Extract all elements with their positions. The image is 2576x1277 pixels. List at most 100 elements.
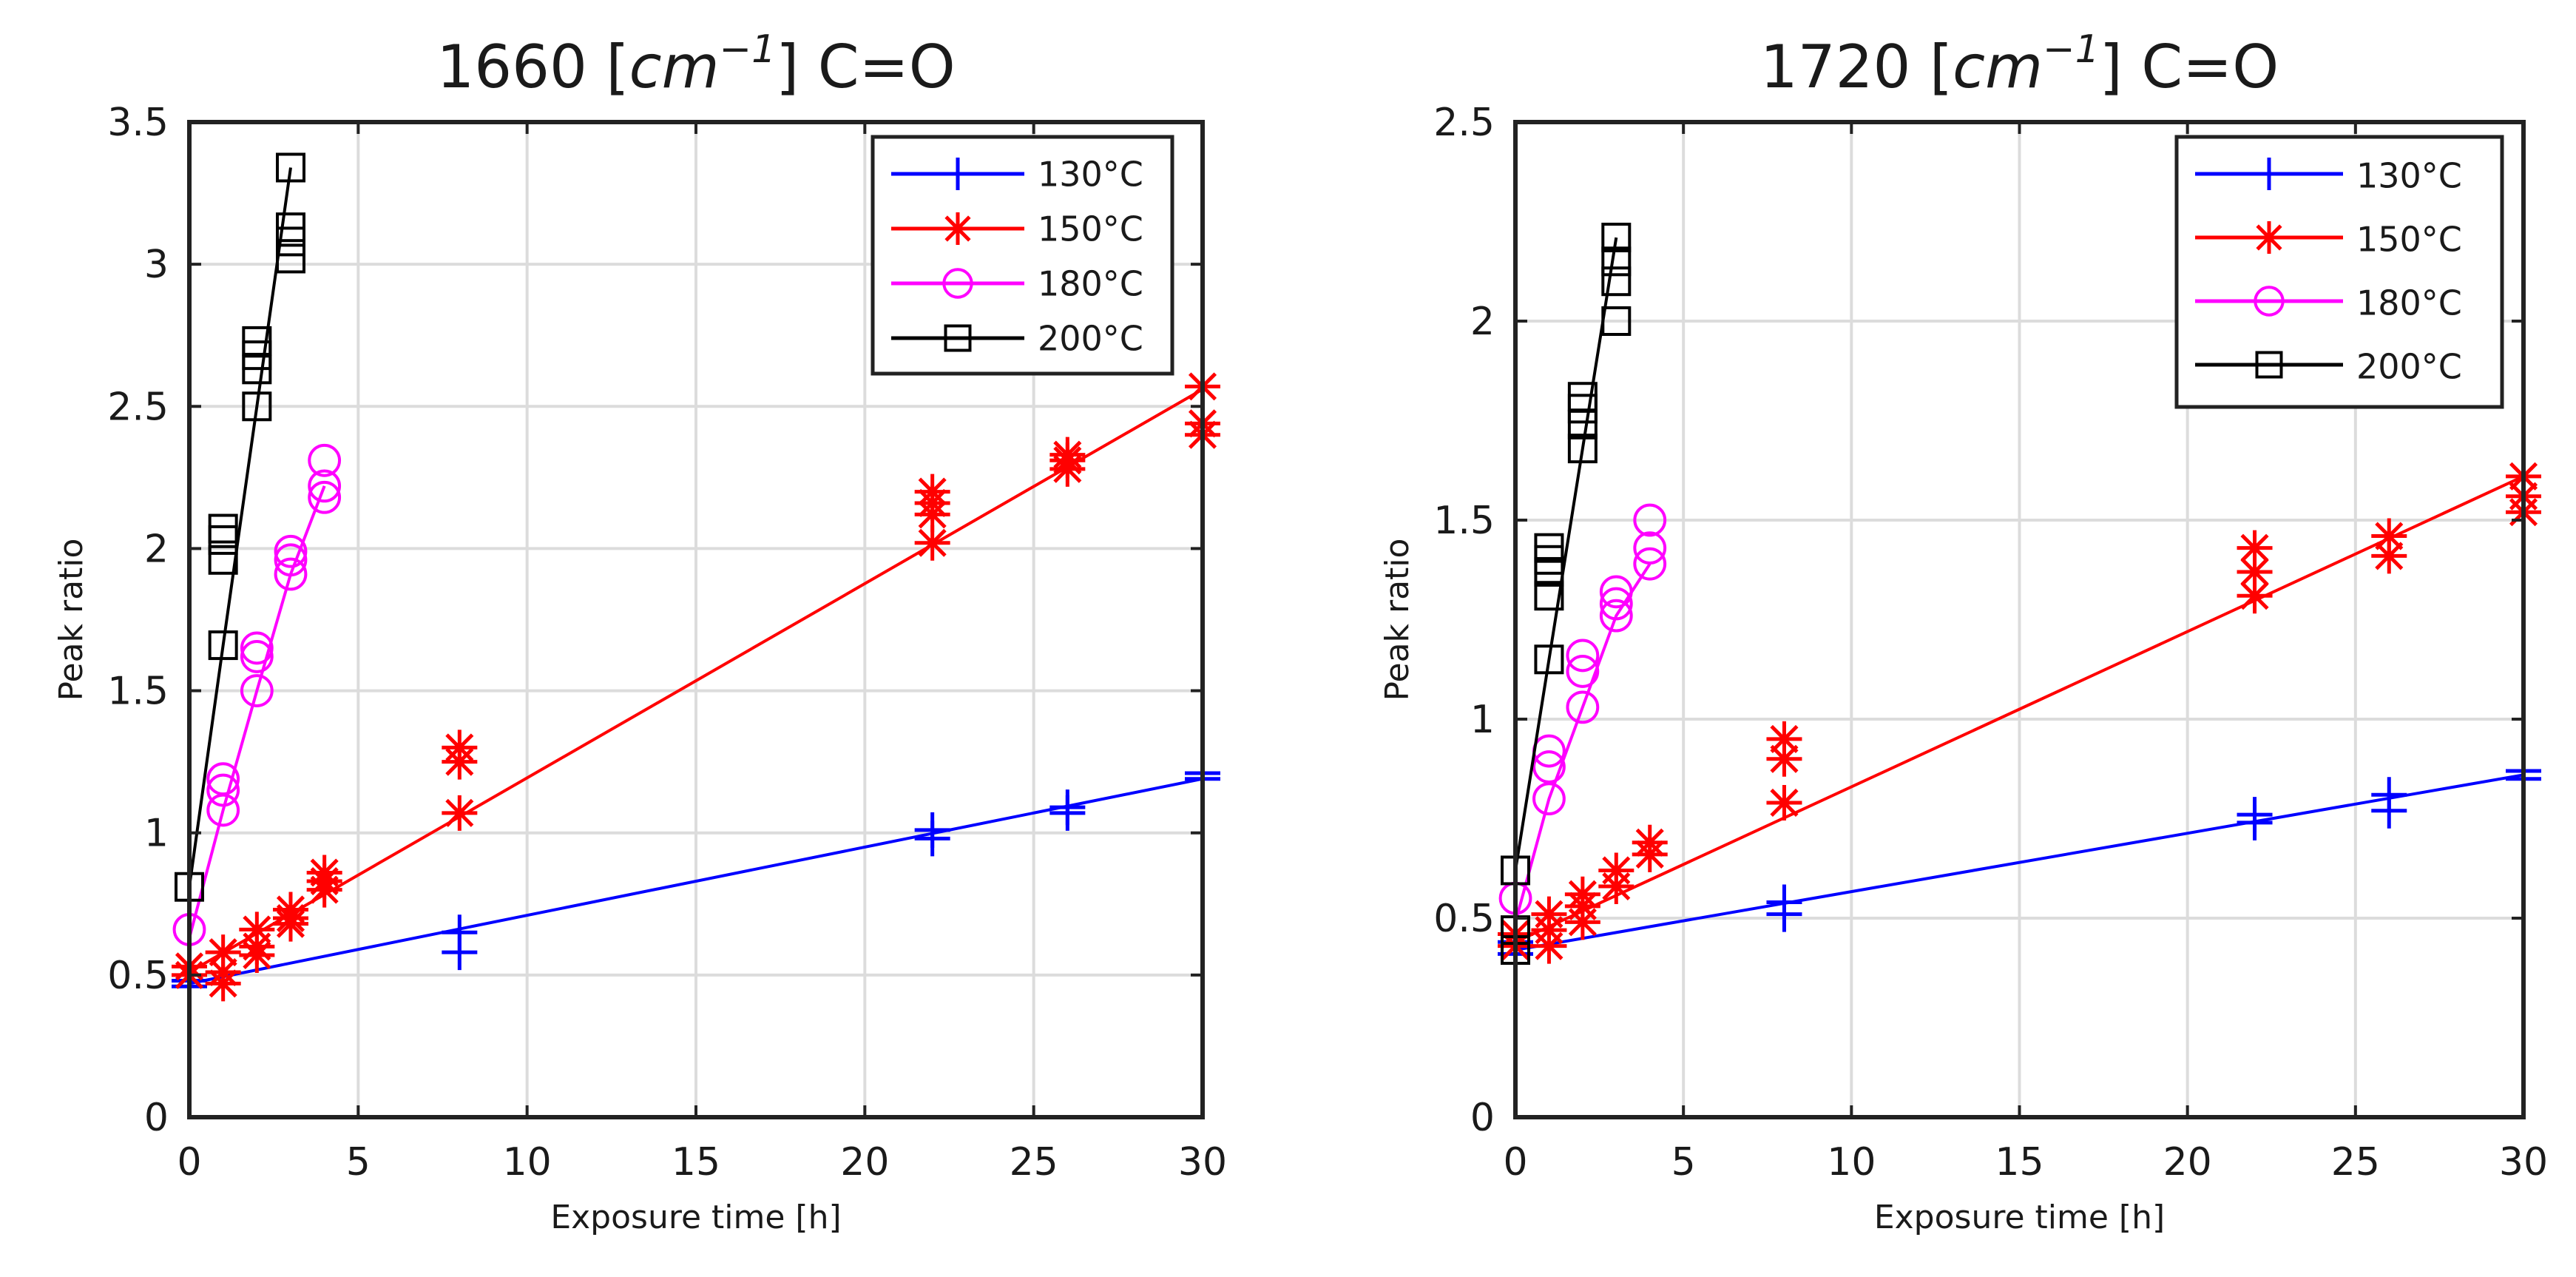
series-fit-line bbox=[1514, 563, 1652, 923]
data-point bbox=[442, 934, 478, 971]
data-point bbox=[206, 773, 240, 807]
legend: 130°C 150°C 180°C 200°C bbox=[2174, 135, 2504, 409]
data-point bbox=[205, 954, 241, 991]
data-point bbox=[1564, 876, 1600, 912]
series-fit-line bbox=[189, 388, 1203, 974]
y-tick-label: 0 bbox=[144, 1096, 169, 1140]
x-tick-label: 5 bbox=[346, 1140, 371, 1185]
x-tick-label: 10 bbox=[503, 1140, 552, 1185]
data-point bbox=[1632, 824, 1668, 860]
series-fit-line bbox=[1514, 237, 1618, 871]
x-tick-label: 5 bbox=[1671, 1140, 1696, 1185]
data-point bbox=[1633, 547, 1667, 581]
y-tick-label: 1.5 bbox=[1433, 499, 1495, 543]
data-point bbox=[208, 545, 238, 575]
x-tick-label: 0 bbox=[1503, 1140, 1527, 1185]
y-tick-label: 2 bbox=[144, 527, 169, 571]
x-axis-label: Exposure time [h] bbox=[1874, 1199, 2165, 1236]
series-fit-line bbox=[188, 167, 292, 888]
legend-marker bbox=[942, 268, 973, 299]
data-point bbox=[1766, 741, 1802, 777]
legend-marker bbox=[2255, 351, 2283, 379]
data-point bbox=[2237, 553, 2273, 590]
data-point bbox=[1049, 795, 1086, 831]
data-point bbox=[276, 243, 305, 274]
y-tick-label: 3 bbox=[144, 243, 169, 287]
data-point bbox=[242, 391, 272, 422]
chart-title: 1720 [cm−1] C=O bbox=[1760, 27, 2279, 101]
data-point bbox=[308, 469, 342, 503]
data-point bbox=[2371, 792, 2407, 829]
y-tick-label: 2.5 bbox=[1433, 101, 1495, 145]
y-tick-label: 1 bbox=[1470, 698, 1495, 742]
y-tick-label: 1 bbox=[144, 812, 169, 856]
data-point bbox=[1601, 246, 1632, 277]
legend-label: 200°C bbox=[2356, 347, 2462, 387]
legend: 130°C 150°C 180°C 200°C bbox=[871, 135, 1174, 376]
series-180°C bbox=[1498, 503, 1667, 923]
data-point bbox=[208, 630, 238, 661]
y-tick-label: 0.5 bbox=[1433, 897, 1495, 941]
data-point bbox=[2237, 530, 2273, 566]
data-point bbox=[242, 326, 272, 356]
chart-panel-2: 0 5 10 15 20 25 30 0 0.5 1 1.5 2 2.5 Exposure time [h… bbox=[1379, 27, 2548, 1236]
x-tick-label: 20 bbox=[840, 1140, 889, 1185]
data-point bbox=[308, 443, 342, 477]
series-200°C bbox=[1501, 223, 1632, 966]
data-point bbox=[1599, 575, 1633, 609]
y-axis-label: Peak ratio bbox=[53, 539, 90, 701]
data-point bbox=[2371, 518, 2407, 554]
data-point bbox=[914, 821, 950, 857]
y-tick-label: 2.5 bbox=[107, 385, 169, 429]
x-tick-label: 15 bbox=[1995, 1140, 2043, 1185]
data-point bbox=[273, 900, 308, 936]
data-point bbox=[1566, 655, 1600, 688]
series-fit-line bbox=[1515, 475, 2524, 944]
data-point bbox=[1601, 223, 1632, 253]
data-point bbox=[2237, 804, 2273, 840]
x-tick-label: 20 bbox=[2163, 1140, 2212, 1185]
y-axis-label: Peak ratio bbox=[1379, 539, 1416, 701]
x-tick-label: 25 bbox=[2331, 1140, 2380, 1185]
data-point bbox=[240, 640, 274, 673]
data-point bbox=[442, 730, 478, 766]
data-point bbox=[1601, 266, 1632, 297]
data-point bbox=[1534, 581, 1564, 611]
x-tick-label: 15 bbox=[672, 1140, 720, 1185]
data-point bbox=[308, 480, 342, 514]
data-point bbox=[274, 543, 308, 577]
y-tick-label: 0.5 bbox=[107, 954, 169, 998]
data-point bbox=[208, 513, 238, 544]
legend-box bbox=[871, 135, 1174, 376]
data-point bbox=[276, 212, 305, 243]
legend-box bbox=[2174, 135, 2504, 409]
data-point bbox=[1532, 782, 1566, 815]
series-fit-line bbox=[189, 777, 1203, 985]
x-tick-label: 25 bbox=[1010, 1140, 1058, 1185]
chart-panel-1: 0 5 10 15 20 25 30 0 0.5 1 1.5 2 2.5 3 3.5 Exposure tim… bbox=[53, 27, 1227, 1236]
chart-title: 1660 [cm−1] C=O bbox=[436, 27, 955, 101]
y-tick-label: 0 bbox=[1470, 1096, 1495, 1140]
x-axis-label: Exposure time [h] bbox=[550, 1199, 841, 1236]
series-200°C bbox=[175, 152, 305, 902]
x-tick-label: 10 bbox=[1827, 1140, 1876, 1185]
legend-marker bbox=[2253, 221, 2285, 254]
data-point bbox=[1633, 503, 1667, 537]
x-tick-label: 30 bbox=[2499, 1140, 2548, 1185]
data-point bbox=[1766, 721, 1802, 757]
data-point bbox=[2371, 538, 2407, 574]
legend-marker bbox=[942, 158, 974, 190]
data-point bbox=[1567, 382, 1598, 412]
series-fit-line bbox=[188, 485, 326, 939]
data-point bbox=[205, 934, 241, 971]
data-point bbox=[1534, 533, 1564, 563]
legend-marker bbox=[944, 324, 972, 352]
data-point bbox=[274, 534, 308, 568]
x-tick-label: 30 bbox=[1178, 1140, 1227, 1185]
legend-label: 130°C bbox=[2356, 156, 2462, 196]
legend-label: 150°C bbox=[1038, 209, 1143, 249]
legend-label: 180°C bbox=[2356, 283, 2462, 323]
data-point bbox=[1567, 434, 1598, 464]
